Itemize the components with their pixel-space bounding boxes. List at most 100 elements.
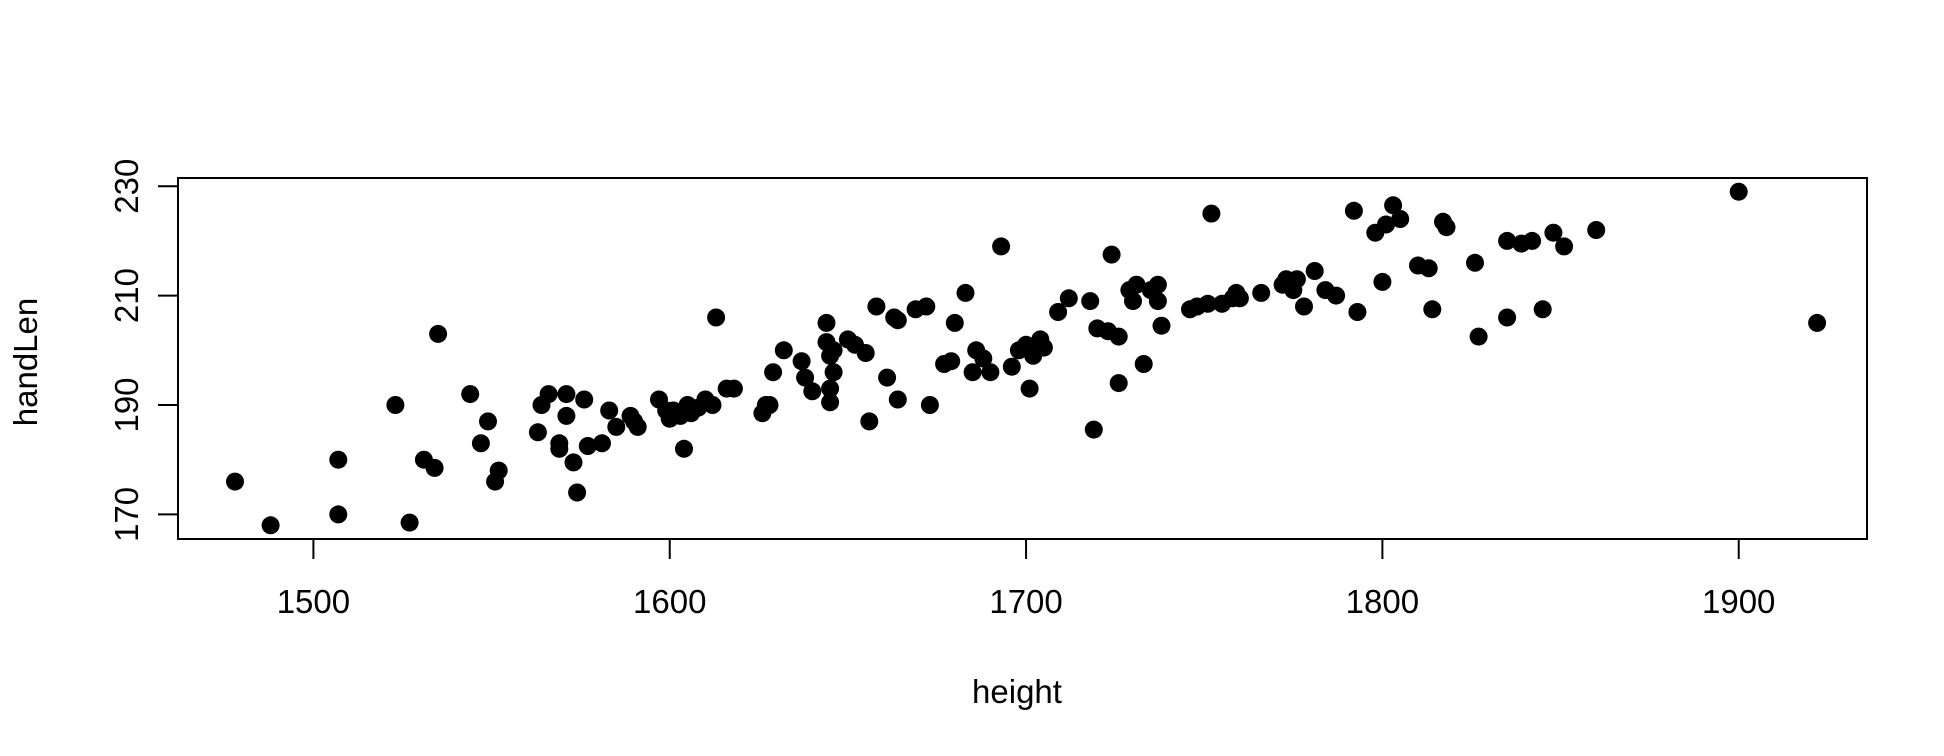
data-point: [945, 313, 964, 332]
data-point: [703, 396, 722, 414]
data-point: [824, 341, 843, 360]
data-point: [1148, 275, 1167, 294]
data-point: [803, 382, 822, 401]
data-point: [821, 393, 840, 412]
data-point: [974, 349, 993, 368]
data-point: [1373, 272, 1392, 291]
data-point: [992, 237, 1011, 256]
data-point: [1469, 327, 1488, 346]
data-point: [1148, 292, 1167, 311]
data-point: [764, 363, 783, 382]
data-point: [261, 516, 280, 535]
y-axis: 170 190 210 230: [108, 159, 179, 542]
data-point: [461, 385, 480, 404]
data-point: [1295, 297, 1313, 316]
data-point: [471, 434, 490, 453]
data-point: [760, 396, 779, 414]
data-point: [1384, 196, 1403, 215]
data-point: [539, 385, 558, 404]
data-point: [1498, 308, 1517, 327]
data-point: [1127, 275, 1146, 294]
data-point: [557, 406, 576, 425]
data-point: [550, 434, 569, 453]
data-point: [1084, 420, 1103, 439]
data-point: [1198, 294, 1217, 313]
data-point: [1327, 286, 1346, 305]
data-point: [400, 513, 419, 532]
x-axis: 1500 1600 1700 1800 1900: [277, 538, 1775, 620]
data-point: [1391, 210, 1410, 228]
data-point: [707, 308, 726, 327]
data-point: [1587, 221, 1606, 239]
data-point: [1419, 259, 1438, 278]
x-tick-label: 1700: [989, 583, 1062, 620]
data-point: [1020, 379, 1039, 398]
data-point: [1533, 300, 1552, 319]
data-point: [1808, 313, 1827, 332]
data-point: [568, 483, 587, 502]
x-tick-label: 1900: [1702, 583, 1775, 620]
data-point: [607, 417, 626, 436]
x-tick-label: 1600: [633, 583, 706, 620]
data-point: [956, 283, 975, 302]
data-point: [878, 368, 897, 387]
data-point: [628, 417, 647, 436]
data-point: [920, 396, 939, 414]
data-point: [557, 385, 576, 404]
data-point: [1437, 218, 1456, 237]
data-point: [724, 379, 743, 398]
y-tick-label: 230: [108, 159, 145, 214]
data-point: [479, 412, 497, 431]
data-point: [425, 458, 444, 477]
y-axis-label: handLen: [7, 298, 44, 426]
data-point: [1348, 303, 1367, 321]
data-point: [593, 434, 611, 453]
points-layer: [226, 182, 1827, 535]
data-point: [1544, 223, 1563, 242]
data-point: [1034, 338, 1053, 357]
data-point: [1466, 253, 1484, 272]
data-point: [856, 344, 875, 362]
data-point: [981, 363, 1000, 382]
data-point: [1498, 231, 1517, 250]
data-point: [796, 368, 815, 387]
data-point: [888, 390, 907, 409]
data-point: [1423, 300, 1442, 319]
data-point: [792, 352, 811, 371]
data-point: [888, 311, 907, 330]
data-point: [329, 505, 348, 524]
y-tick-label: 210: [108, 268, 145, 323]
data-point: [860, 412, 879, 431]
x-tick-label: 1800: [1346, 583, 1419, 620]
data-point: [821, 379, 840, 398]
data-point: [226, 472, 244, 491]
data-point: [386, 396, 405, 414]
data-point: [575, 390, 594, 409]
data-point: [329, 450, 348, 469]
data-point: [1230, 289, 1249, 308]
data-point: [917, 297, 936, 316]
data-point: [867, 297, 886, 316]
data-point: [528, 423, 547, 442]
data-point: [1059, 289, 1078, 308]
data-point: [1081, 292, 1100, 311]
data-point: [578, 437, 597, 455]
data-point: [1109, 327, 1128, 346]
data-point: [1555, 237, 1574, 256]
data-point: [1124, 292, 1142, 311]
x-tick-label: 1500: [277, 583, 350, 620]
data-point: [1202, 204, 1221, 223]
data-point: [1287, 270, 1306, 289]
data-point: [817, 313, 836, 332]
data-point: [429, 324, 448, 343]
x-axis-label: height: [972, 673, 1062, 710]
data-point: [489, 461, 508, 480]
data-point: [1002, 357, 1021, 376]
data-point: [1049, 303, 1068, 321]
data-point: [600, 401, 619, 420]
data-point: [1102, 245, 1121, 264]
data-point: [675, 439, 693, 458]
data-point: [564, 453, 583, 472]
data-point: [1377, 215, 1395, 234]
